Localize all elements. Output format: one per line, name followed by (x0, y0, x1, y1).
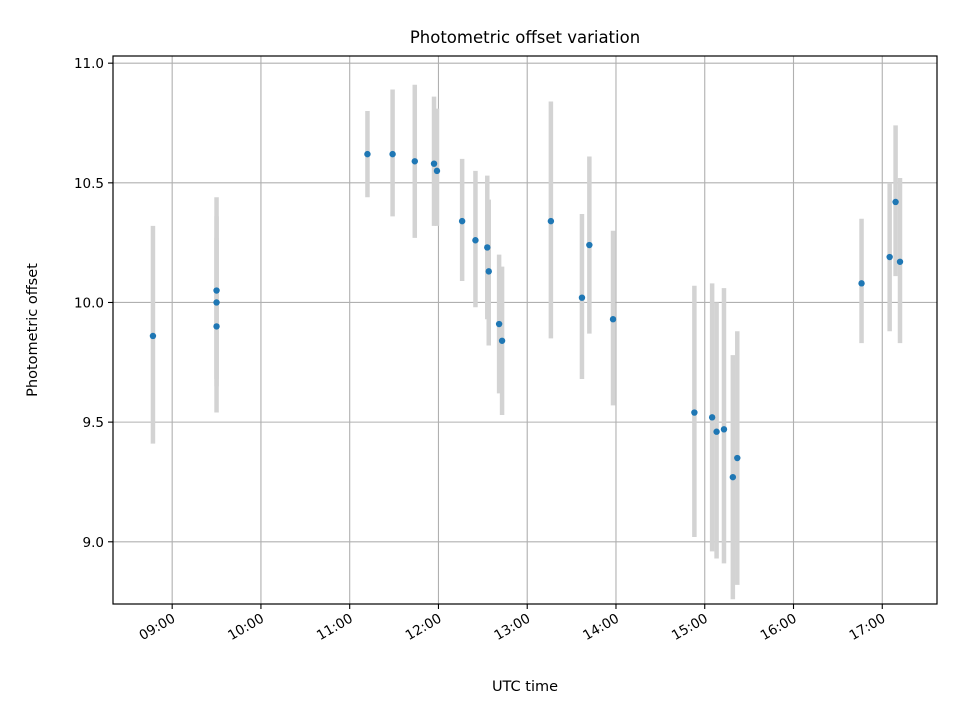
data-points (149, 150, 904, 481)
grid (113, 56, 937, 604)
data-point (713, 428, 720, 435)
y-axis-ticks: 9.0 9.5 10.0 10.5 11.0 (74, 56, 113, 551)
data-point (892, 198, 899, 206)
data-point (708, 414, 716, 421)
y-tick-label: 10.5 (74, 176, 104, 192)
y-axis-title: Photometric offset (25, 263, 41, 397)
data-point (149, 332, 157, 340)
data-point (495, 320, 503, 328)
data-point (430, 160, 438, 167)
data-point (213, 299, 220, 306)
data-point (213, 287, 220, 294)
plot-frame (112, 55, 938, 605)
data-point (720, 426, 728, 433)
data-point (484, 244, 491, 251)
data-point (472, 237, 479, 244)
data-point (411, 158, 418, 165)
data-point (896, 258, 904, 265)
x-axis-title: UTC time (492, 679, 558, 695)
data-point (498, 337, 506, 344)
data-point (433, 167, 441, 175)
data-point (458, 217, 466, 225)
data-point (547, 217, 555, 225)
y-tick-label: 10.0 (74, 295, 104, 311)
y-tick-label: 11.0 (74, 56, 104, 72)
data-point (213, 323, 220, 330)
data-point (734, 454, 741, 462)
y-tick-label: 9.5 (83, 415, 104, 431)
data-point (609, 316, 617, 323)
chart-title: Photometric offset variation (410, 28, 640, 47)
data-point (586, 241, 593, 249)
y-tick-label: 9.0 (83, 535, 104, 551)
data-point (886, 253, 893, 261)
data-point (364, 150, 371, 158)
data-point (858, 280, 865, 287)
data-point (729, 473, 737, 481)
data-point (485, 268, 492, 275)
data-point (389, 150, 396, 158)
data-point (691, 409, 698, 416)
data-point (578, 294, 586, 301)
